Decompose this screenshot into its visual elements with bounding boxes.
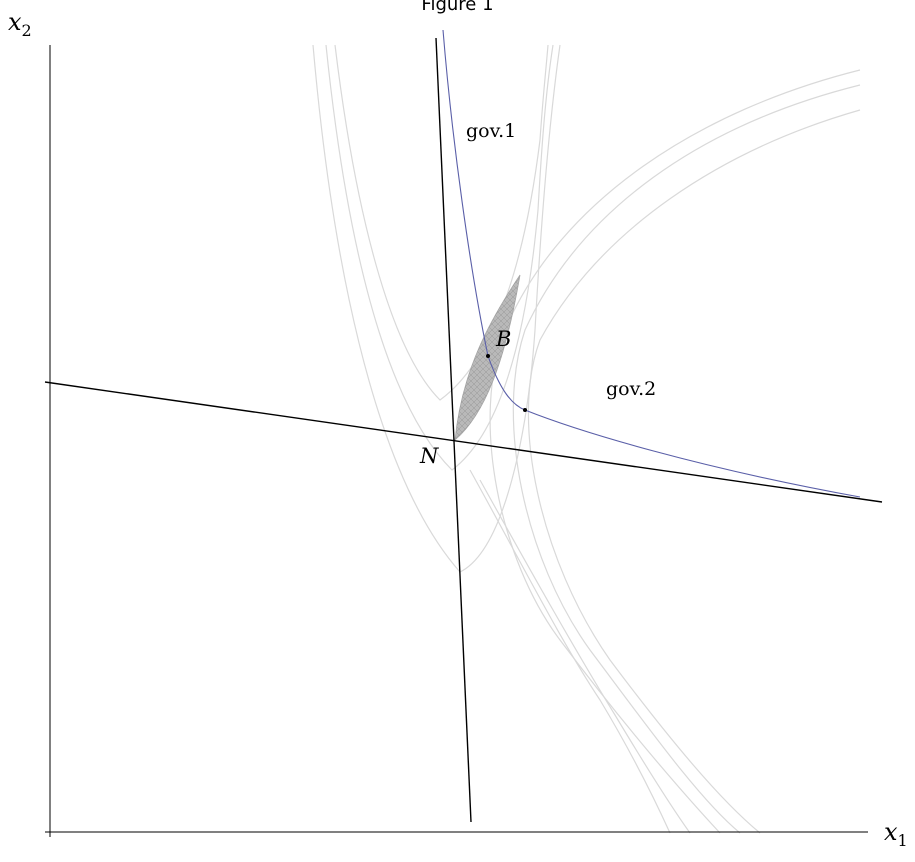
indifference-curves [312,44,861,834]
gov1-label: gov.1 [466,120,517,142]
point-b-dot [486,354,490,358]
indifference-curve-gov2-mid [512,84,861,834]
indifference-curve-gov1-outer [312,44,561,573]
x-axis-symbol: x [884,818,898,846]
indifference-curve-gov1-mid [325,44,554,471]
contract-curve [442,29,861,498]
reaction-lines [44,37,883,823]
axes [45,45,868,837]
point-b-label: B [496,327,512,351]
gov2-label: gov.2 [606,378,657,400]
reaction-line-gov1 [435,37,472,823]
figure-title: Figure 1 [421,0,494,15]
indifference-curve-low-2 [479,479,691,834]
y-axis-label: x2 [8,8,32,40]
point-n-label: N [420,444,439,468]
point-c-dot [523,408,527,412]
indifference-curve-gov2-outer [489,69,861,834]
reaction-line-gov2 [44,381,883,503]
indifference-curve-gov2-inner [527,109,861,834]
y-axis-symbol: x [8,8,22,36]
y-axis-index: 2 [21,20,32,40]
x-axis-label: x1 [884,818,908,850]
indifference-curve-low-1 [469,469,671,834]
x-axis-index: 1 [897,830,908,850]
